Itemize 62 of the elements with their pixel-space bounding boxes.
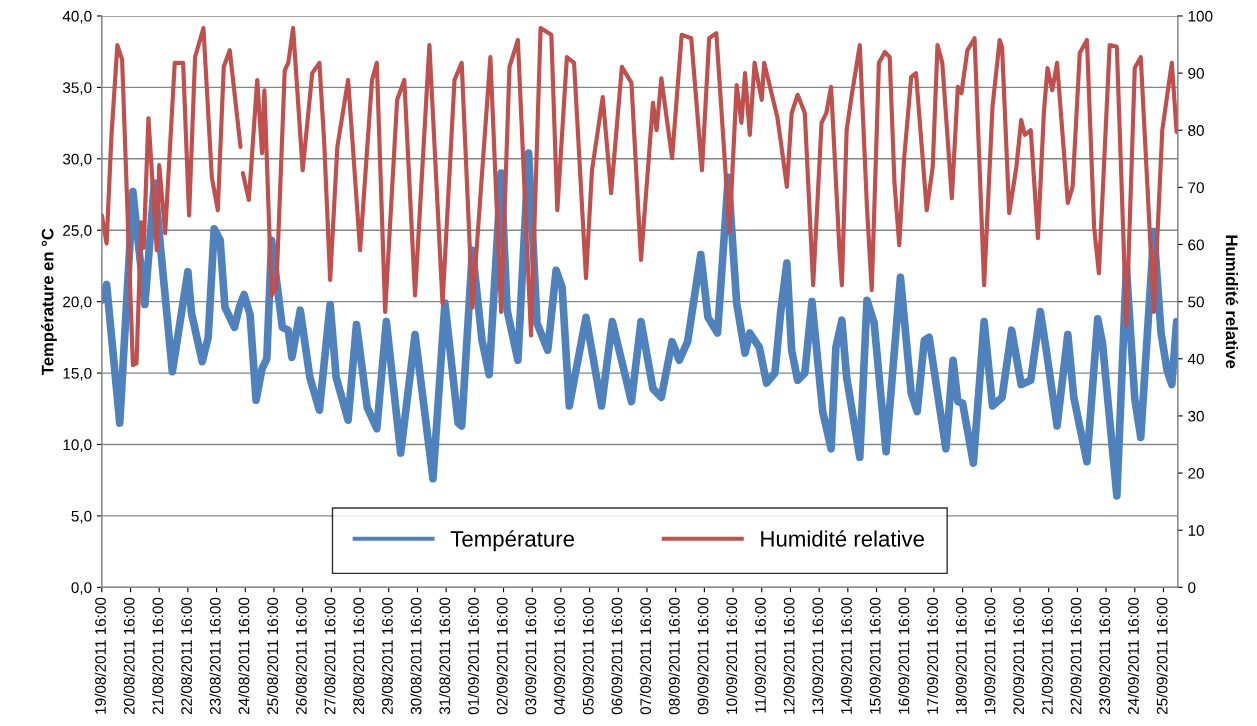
- x-tick-label: 11/09/2011 16:00: [754, 597, 766, 713]
- x-tick-label: 10/09/2011 16:00: [725, 597, 738, 714]
- x-tick-label: 22/09/2011 16:00: [1070, 597, 1082, 715]
- x-tick-label: 08/09/2011 16:00: [668, 597, 680, 715]
- y-tick-label: 25,0: [63, 225, 92, 238]
- y2-tick-label: 30: [1188, 410, 1204, 422]
- y-tick-label: 40,0: [62, 10, 92, 24]
- y2-tick-label: 70: [1188, 182, 1204, 194]
- x-tick-label: 30/08/2011 16:00: [410, 597, 422, 715]
- x-tick-label: 04/09/2011 16:00: [553, 597, 566, 715]
- x-tick-label: 02/09/2011 16:00: [496, 597, 508, 715]
- y2-tick-label: 10: [1188, 525, 1204, 536]
- y-tick-label: 20,0: [63, 296, 92, 310]
- y2-tick-label: 0: [1188, 582, 1196, 594]
- x-tick-label: 21/09/2011 16:00: [1041, 597, 1053, 715]
- y2-tick-label: 20: [1188, 467, 1204, 479]
- x-tick-label: 19/09/2011 16:00: [984, 597, 996, 714]
- y2-tick-label: 80: [1188, 125, 1204, 136]
- x-tick-label: 31/08/2011 16:00: [439, 597, 451, 715]
- y-tick-label: 15,0: [63, 367, 92, 381]
- x-tick-label: 03/09/2011 16:00: [525, 597, 537, 715]
- x-tick-label: 27/08/2011 16:00: [324, 597, 336, 715]
- y-tick-label: 0,0: [71, 582, 92, 595]
- x-tick-label: 20/08/2011 16:00: [123, 597, 135, 715]
- legend-label: Humidité relative: [761, 530, 924, 547]
- x-tick-label: 06/09/2011 16:00: [611, 597, 623, 715]
- x-tick-label: 29/08/2011 16:00: [381, 597, 393, 715]
- x-tick-label: 09/09/2011 16:00: [697, 597, 709, 715]
- y2-tick-label: 90: [1188, 67, 1204, 79]
- x-tick-label: 28/08/2011 16:00: [352, 597, 365, 715]
- y-tick-label: 30,0: [62, 153, 92, 167]
- x-tick-label: 01/09/2011 16:00: [467, 597, 479, 715]
- x-tick-label: 26/08/2011 16:00: [295, 597, 307, 715]
- x-tick-label: 21/08/2011 16:00: [152, 597, 164, 715]
- x-tick-label: 20/09/2011 16:00: [1012, 597, 1025, 715]
- x-tick-label: 15/09/2011 16:00: [869, 597, 881, 714]
- x-tick-label: 12/09/2011 16:00: [783, 597, 795, 714]
- x-tick-label: 22/08/2011 16:00: [180, 597, 192, 715]
- x-tick-label: 24/08/2011 16:00: [238, 597, 250, 715]
- x-tick-label: 25/08/2011 16:00: [266, 597, 279, 715]
- x-tick-label: 14/09/2011 16:00: [840, 597, 852, 714]
- y-tick-label: 5,0: [71, 510, 92, 524]
- y2-tick-label: 50: [1188, 296, 1204, 308]
- x-tick-label: 18/09/2011 16:00: [955, 597, 967, 714]
- y2-tick-label: 60: [1188, 239, 1204, 251]
- y2-tick-label: 100: [1188, 10, 1213, 22]
- x-tick-label: 19/08/2011 16:00: [94, 597, 106, 714]
- x-tick-label: 23/09/2011 16:00: [1098, 597, 1111, 715]
- x-tick-label: 25/09/2011 16:00: [1156, 597, 1168, 715]
- x-tick-label: 16/09/2011 16:00: [898, 597, 910, 714]
- x-tick-label: 13/09/2011 16:00: [812, 597, 824, 714]
- y2-axis-title: Humidité relative: [1225, 235, 1239, 369]
- x-tick-label: 17/09/2011 16:00: [926, 597, 939, 714]
- x-tick-label: 23/08/2011 16:00: [209, 597, 221, 715]
- y-axis-title: Température en °C: [41, 228, 57, 376]
- y2-tick-label: 40: [1187, 353, 1204, 365]
- y-tick-label: 35,0: [62, 82, 92, 95]
- y-tick-label: 10,0: [63, 439, 92, 452]
- x-tick-label: 07/09/2011 16:00: [639, 597, 652, 715]
- legend-label: Température: [450, 530, 575, 552]
- x-tick-label: 05/09/2011 16:00: [582, 597, 594, 715]
- x-tick-label: 24/09/2011 16:00: [1127, 597, 1139, 715]
